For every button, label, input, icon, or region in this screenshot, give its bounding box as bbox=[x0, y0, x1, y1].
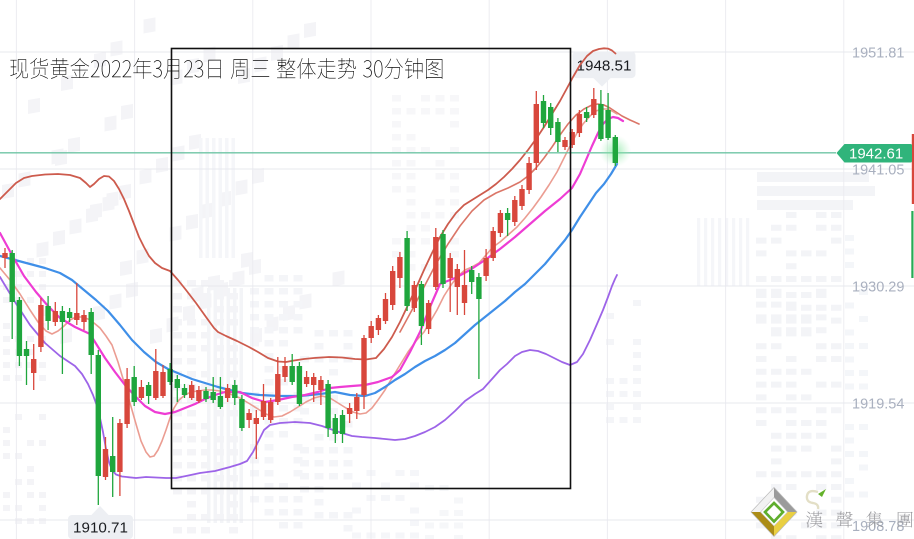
svg-text:1941.05: 1941.05 bbox=[852, 163, 904, 179]
svg-text:1908.78: 1908.78 bbox=[852, 519, 904, 535]
svg-text:1948.51: 1948.51 bbox=[577, 57, 632, 74]
svg-text:1910.71: 1910.71 bbox=[73, 519, 128, 536]
svg-text:1942.61: 1942.61 bbox=[849, 146, 903, 163]
svg-text:1930.29: 1930.29 bbox=[852, 280, 904, 296]
svg-text:1951.81: 1951.81 bbox=[852, 46, 904, 62]
svg-text:1919.54: 1919.54 bbox=[852, 397, 904, 413]
